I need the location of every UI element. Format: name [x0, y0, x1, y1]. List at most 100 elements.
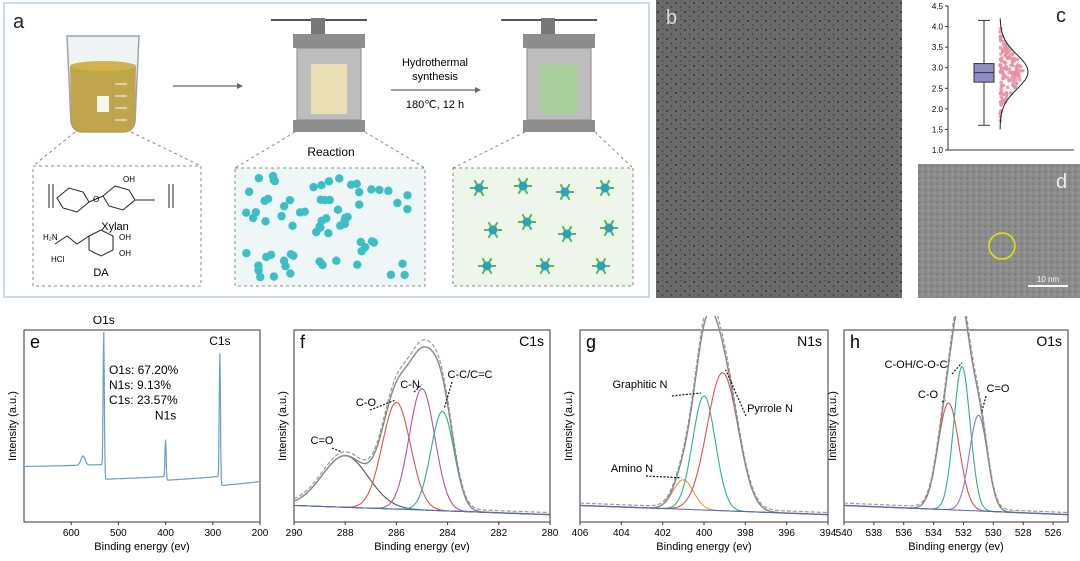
x-tick-label: 526: [1045, 528, 1062, 539]
c-data-point: [1003, 42, 1008, 47]
hcl-text: HCl: [51, 255, 65, 264]
reactant-dot: [375, 185, 384, 195]
c-data-point: [1014, 81, 1019, 85]
c-data-point: [1004, 92, 1009, 96]
plot-frame: [23, 329, 261, 523]
panel-c-label: c: [1056, 5, 1066, 27]
spectrum-title: O1s: [1036, 333, 1062, 349]
spectrum-title: C1s: [519, 333, 544, 349]
x-tick-label: 406: [572, 528, 589, 539]
reaction-label: Reaction: [307, 145, 354, 159]
c-data-point: [998, 69, 1003, 73]
particle-core: [600, 183, 610, 193]
label-leader: [951, 362, 963, 375]
c-tick-label: 2.0: [932, 105, 944, 114]
x-tick-label: 534: [925, 528, 942, 539]
x-tick-label: 284: [439, 528, 456, 539]
reactant-dot: [335, 174, 344, 183]
particle-core: [488, 225, 498, 235]
reactant-dot: [340, 219, 350, 229]
xylan-structure: [48, 184, 174, 257]
peak-label: N1s: [155, 409, 176, 423]
reactant-dot: [269, 272, 279, 281]
label-leader: [725, 369, 747, 417]
c-data-point: [1001, 39, 1006, 44]
particle-core: [474, 183, 484, 193]
reactant-dot: [286, 269, 295, 278]
c-data-point: [1014, 66, 1019, 71]
reactant-dot: [317, 180, 326, 190]
composition-text: O1s: 67.20%: [109, 363, 179, 377]
c-tick-label: 3.5: [932, 43, 944, 52]
c1s-chart: 290 288 286 284 282 280 Binding energy (ev) Int…: [277, 329, 559, 553]
reactant-dot: [254, 173, 264, 183]
component-label: Pyrrole N: [747, 403, 793, 415]
label-leader: [443, 381, 453, 408]
x-tick-label: 536: [895, 528, 912, 539]
reactant-dot: [367, 185, 376, 194]
reactant-dot: [355, 187, 364, 197]
reactant-dot: [346, 180, 356, 190]
component-label: C=O: [311, 435, 334, 447]
reactant-dot: [295, 208, 305, 217]
c-data-point: [1010, 52, 1014, 57]
component-label: C-C/C=C: [448, 369, 493, 381]
panel-g-n1s-spectrum: 406 404 402 400 398 396 394 Binding energy (ev)…: [556, 301, 838, 556]
reactant-dot: [251, 208, 261, 217]
component-curve: [843, 402, 1068, 516]
reactant-dot: [320, 195, 330, 205]
peak-label: O1s: [93, 316, 115, 327]
xylan-o-text: O: [93, 195, 99, 204]
component-label: C-N: [400, 379, 420, 391]
x-tick-label: 402: [654, 528, 671, 539]
fit-envelope: [293, 339, 550, 514]
c-data-point: [998, 30, 1002, 34]
reactant-dot: [400, 270, 409, 280]
c-data-point: [1002, 66, 1006, 70]
scale-text: 10 nm: [1037, 275, 1060, 284]
autoclave-icon-2: [501, 18, 597, 132]
panel-b-tem-image: b: [656, 0, 902, 298]
particle-core: [540, 261, 550, 271]
x-tick-label: 528: [1015, 528, 1032, 539]
arrow-text-1: Hydrothermal: [402, 57, 468, 69]
reactant-dot: [367, 237, 377, 246]
reactant-dot: [332, 256, 341, 265]
x-tick-label: 282: [490, 528, 507, 539]
x-tick-label: 400: [696, 528, 713, 539]
component-curve: [579, 479, 828, 516]
reactant-dot: [277, 211, 286, 221]
spectrum-title: N1s: [797, 333, 822, 349]
reactant-dot: [398, 259, 407, 268]
c-data-point: [1011, 84, 1015, 88]
reactant-dot: [262, 252, 271, 262]
x-axis-label: Binding energy (ev): [94, 541, 189, 553]
particle-core: [604, 223, 614, 233]
hrtem-svg: 10 nm d: [918, 164, 1080, 298]
background-line: [843, 504, 1068, 516]
da-label: DA: [93, 267, 109, 279]
component-label: C=O: [987, 383, 1010, 395]
arrow-text-3: 180℃, 12 h: [406, 99, 464, 111]
lattice-highlight-circle: [988, 232, 1016, 260]
survey-line: [24, 331, 261, 486]
tem-svg: b: [656, 0, 902, 298]
c-data-point: [1006, 51, 1011, 55]
component-label: Graphitic N: [612, 379, 667, 391]
panel-label: g: [586, 332, 596, 352]
c-data-point: [1005, 85, 1010, 90]
xylan-oh-text: OH: [123, 175, 135, 184]
x-axis-label: Binding energy (ev): [374, 541, 469, 553]
c-tick-label: 1.5: [932, 125, 944, 134]
reactant-dot: [244, 187, 254, 196]
reactant-dot: [322, 214, 331, 223]
x-tick-label: 398: [737, 528, 754, 539]
c-data-point: [1011, 57, 1015, 62]
n1s-chart: 406 404 402 400 398 396 394 Binding energy (ev)…: [563, 301, 837, 553]
x-tick-label: 280: [542, 528, 559, 539]
component-label: C-O: [356, 397, 377, 409]
label-leader: [671, 392, 702, 397]
panel-b-label: b: [666, 7, 677, 29]
structure-box: [32, 165, 202, 287]
beaker-icon: [66, 35, 140, 133]
